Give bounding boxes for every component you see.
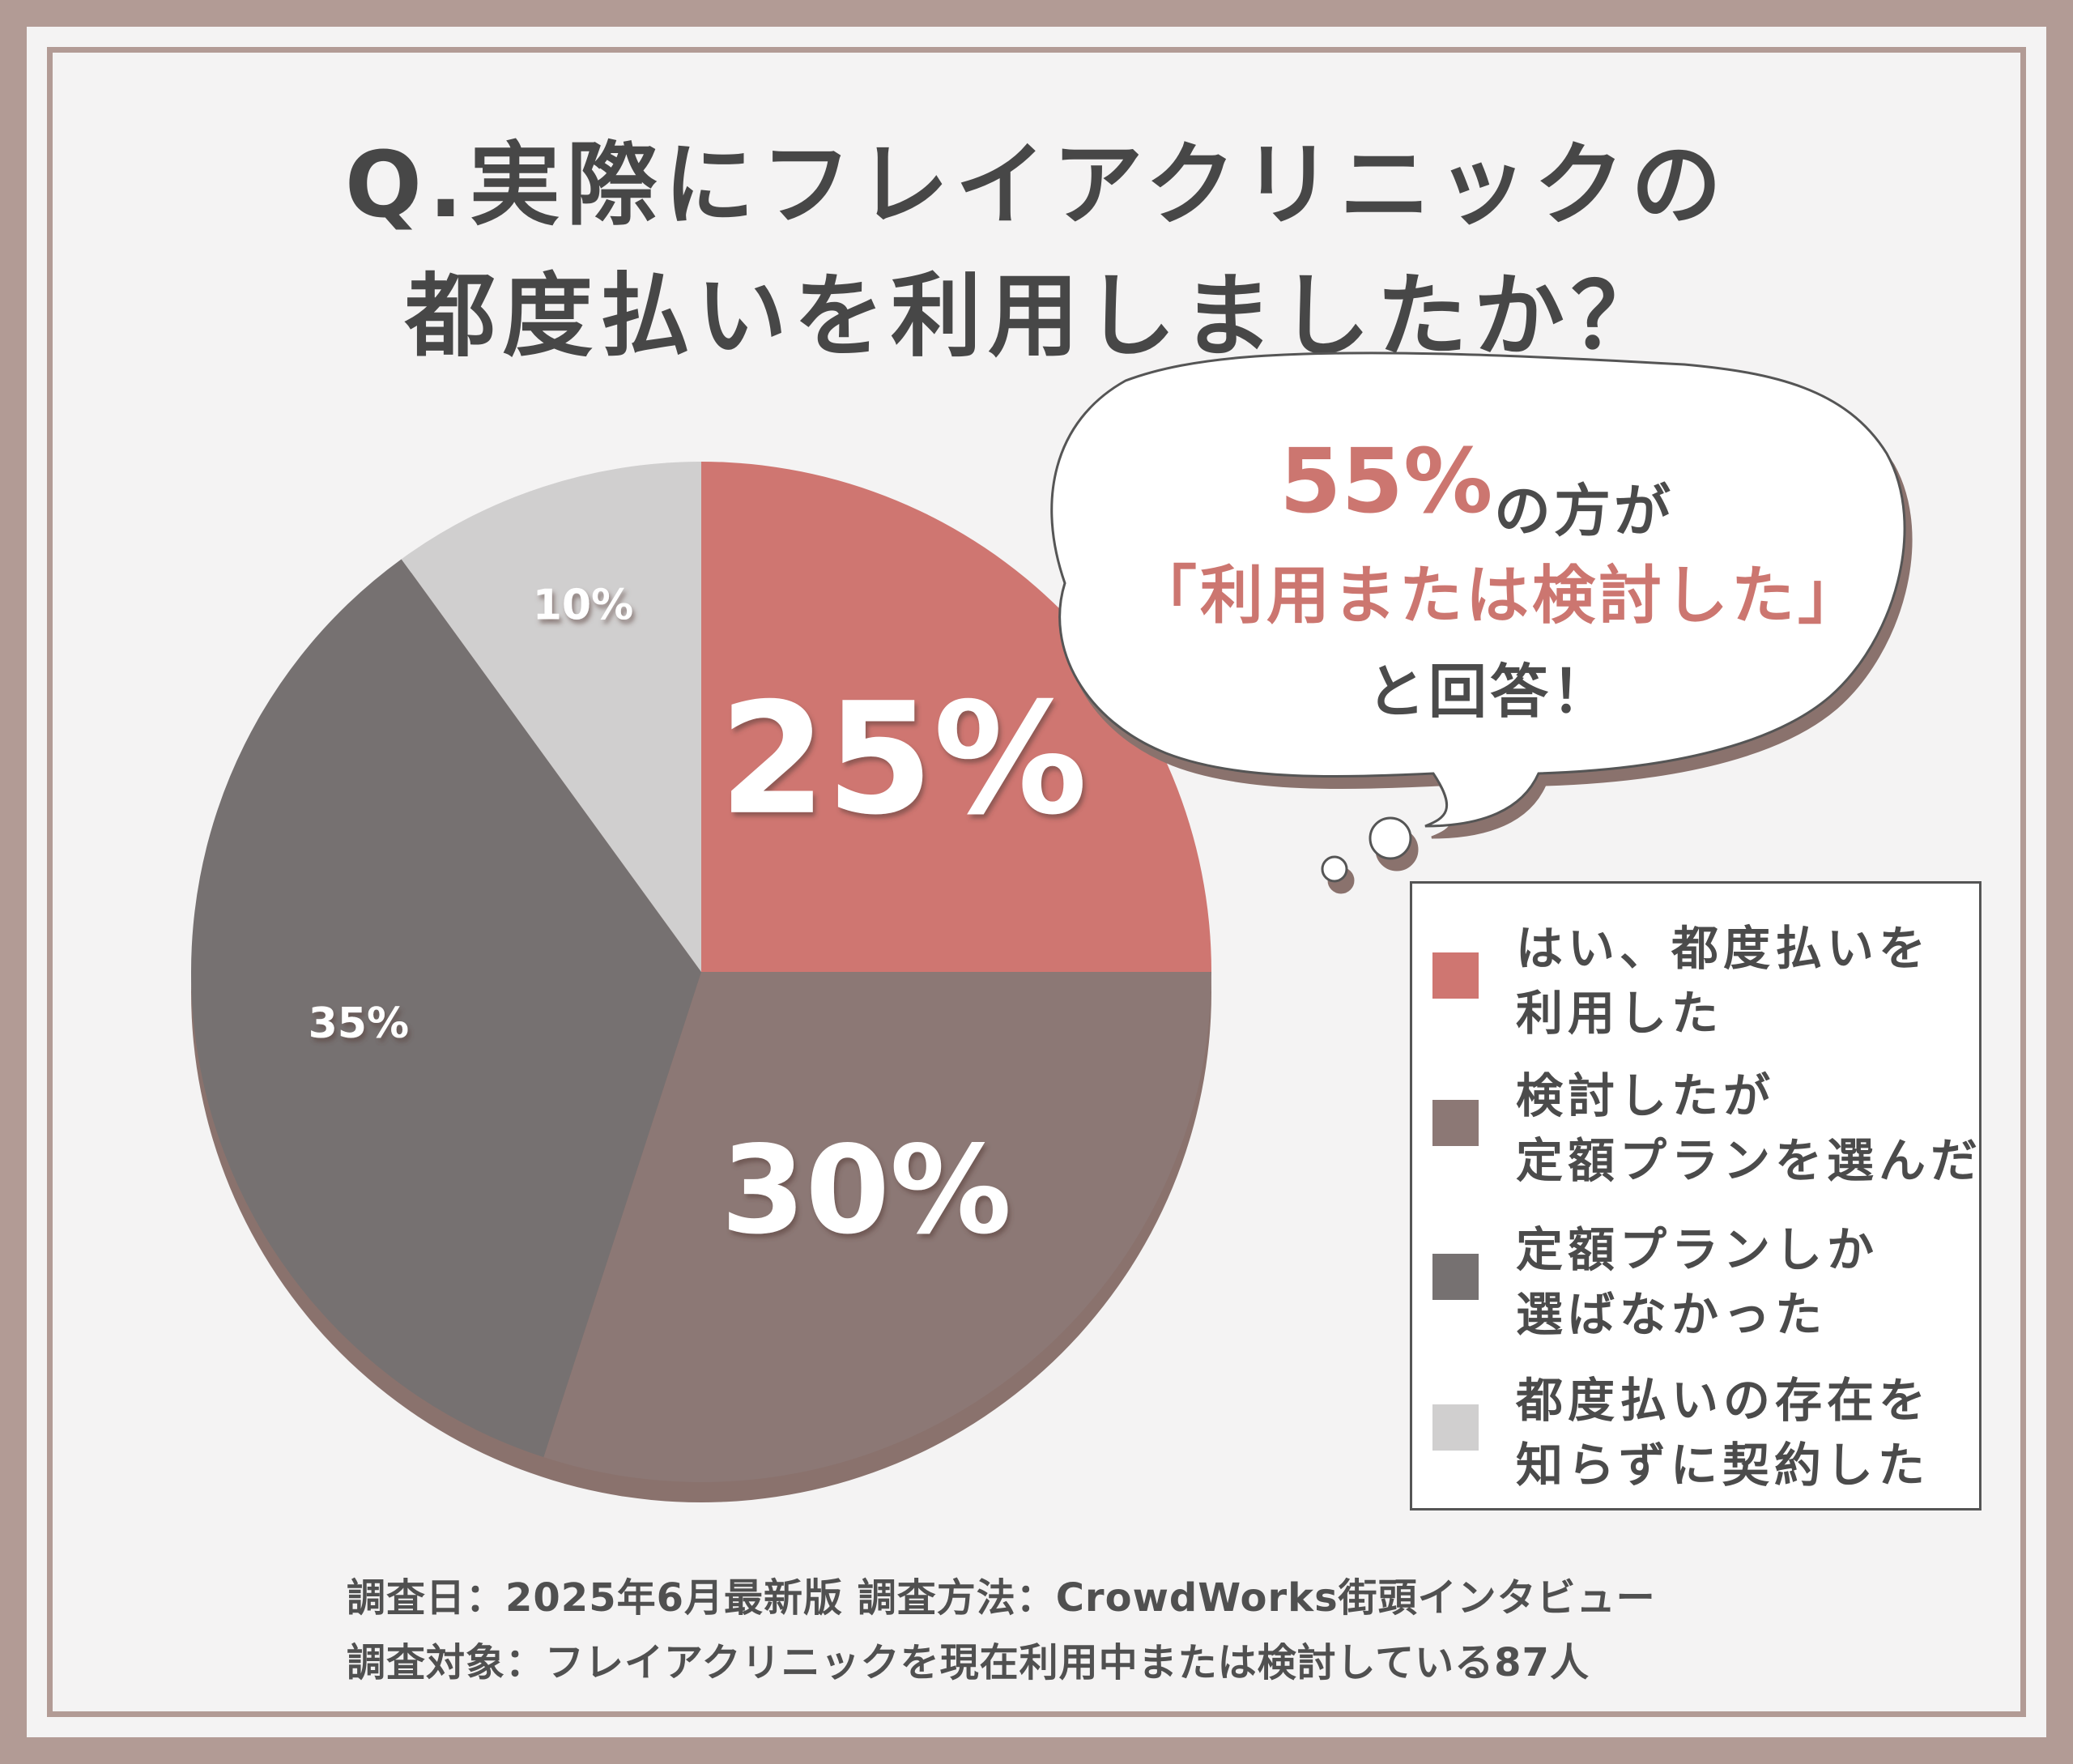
- legend-swatch: [1432, 1254, 1479, 1300]
- pie-slice-label: 25%: [719, 670, 1088, 849]
- legend-label-line: 都度払いの存在を: [1516, 1373, 1931, 1428]
- legend-label: 都度払いの存在を 知らずに契約した: [1516, 1368, 1930, 1498]
- legend: はい、都度払いを 利用した 検討したが 定額プランを選んだ 定額プランしか 選ば…: [1410, 881, 1981, 1510]
- legend-label: はい、都度払いを 利用した: [1516, 916, 1930, 1046]
- pie-slice: [543, 972, 1211, 1483]
- callout-line2: 「利用または検討した」: [1134, 560, 1865, 633]
- legend-label-line: 知らずに契約した: [1516, 1438, 1930, 1493]
- pie-slice: [701, 462, 1211, 972]
- title-line-1: Q.実際にフレイアクリニックの: [344, 133, 1729, 238]
- legend-label-line: 定額プランを選んだ: [1516, 1133, 1983, 1188]
- legend-swatch: [1432, 952, 1479, 999]
- footnote-line-2: 調査対象：フレイアクリニックを現在利用中または検討している87人: [347, 1640, 1590, 1685]
- legend-label-line: 選ばなかった: [1516, 1287, 1828, 1342]
- legend-label-line: はい、都度払いを: [1516, 921, 1931, 976]
- legend-label-line: 利用した: [1516, 986, 1724, 1041]
- pie-slice: [401, 462, 701, 972]
- pie-slice-label: 35%: [309, 999, 409, 1048]
- thought-dot-small: [1321, 855, 1348, 883]
- legend-label: 定額プランしか 選ばなかった: [1516, 1217, 1879, 1347]
- pie-slices: [190, 462, 1211, 1483]
- callout-line1: の方が: [1494, 478, 1674, 544]
- pie-slice-labels: 25% 30% 35% 10%: [309, 582, 1088, 1262]
- legend-label-line: 検討したが: [1516, 1068, 1776, 1123]
- title-line-2: 都度払いを利用しましたか？: [405, 264, 1668, 369]
- callout-line3: と回答！: [1366, 658, 1613, 726]
- thought-bubble: [1050, 352, 1906, 883]
- thought-dot-large: [1369, 816, 1412, 860]
- pie-slice-label: 30%: [721, 1120, 1011, 1261]
- legend-swatch: [1432, 1100, 1479, 1146]
- legend-label-line: 定額プランしか: [1516, 1222, 1879, 1277]
- pie-slice-label: 10%: [533, 582, 633, 630]
- footnote-line-1: 調査日：2025年6月最新版 調査方法：CrowdWorks街頭インタビュー: [347, 1575, 1656, 1621]
- thought-bubble-shape: [1050, 352, 1906, 828]
- legend-swatch: [1432, 1404, 1479, 1451]
- legend-label: 検討したが 定額プランを選んだ: [1516, 1063, 1982, 1193]
- pie-slice: [190, 559, 702, 1458]
- callout-percent: 55%: [1279, 429, 1493, 533]
